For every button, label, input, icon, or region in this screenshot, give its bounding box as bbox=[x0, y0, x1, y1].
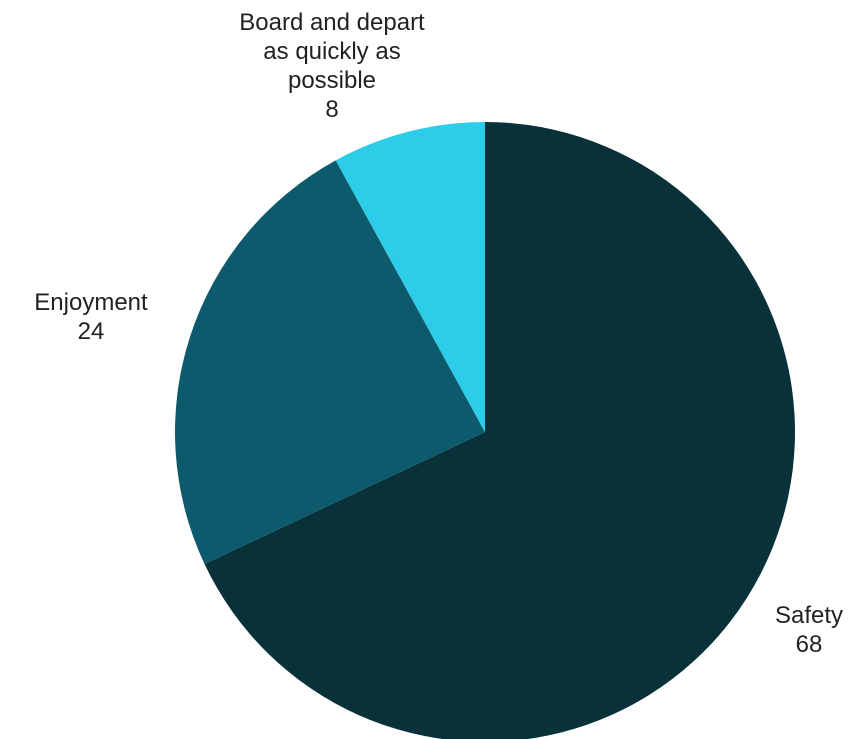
slice-label-line: possible bbox=[288, 67, 376, 94]
data-label-safety: Safety 68 bbox=[775, 602, 843, 658]
slice-value-label: 24 bbox=[78, 318, 105, 345]
pie-labels: Safety 68 Enjoyment 24 Board and depart as qu… bbox=[34, 9, 843, 658]
slice-value-label: 68 bbox=[796, 631, 823, 658]
pie-slice-enjoyment bbox=[174, 160, 485, 564]
data-label-enjoyment: Enjoyment 24 bbox=[34, 289, 148, 345]
pie-slice-board-and-depart-as-quickly-as-possible bbox=[335, 122, 485, 432]
slice-value-label: 8 bbox=[325, 96, 338, 123]
pie-slices bbox=[174, 122, 795, 739]
data-label-board-and-depart-as-quickly-as-possible: Board and depart as quickly as possible 8 bbox=[239, 9, 425, 123]
slice-label-line: as quickly as bbox=[263, 38, 400, 65]
slice-label-line: Enjoyment bbox=[34, 289, 148, 316]
slice-label-line: Board and depart bbox=[239, 9, 425, 36]
slice-label-line: Safety bbox=[775, 602, 843, 629]
pie-slice-safety bbox=[204, 122, 795, 739]
